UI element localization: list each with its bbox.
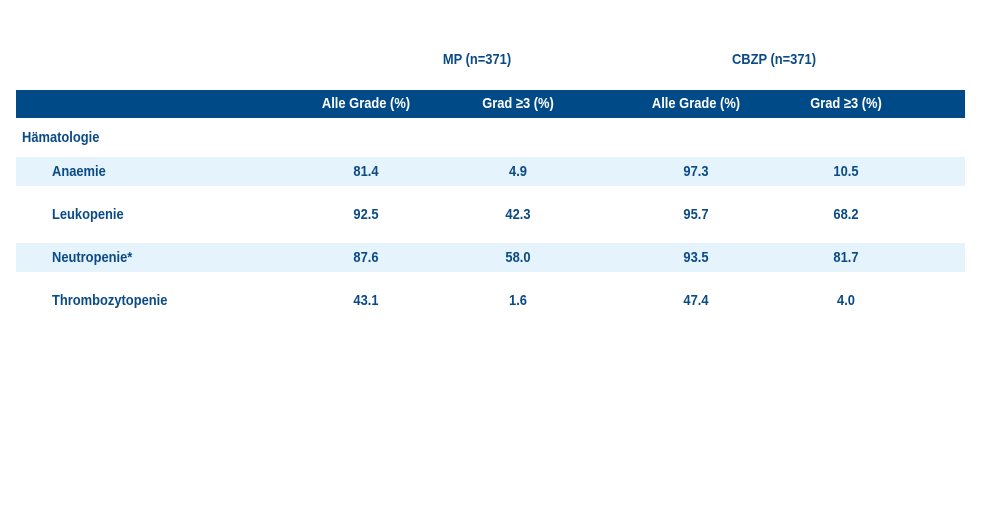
row-label: Leukopenie — [52, 206, 124, 223]
row-label: Anaemie — [52, 163, 106, 180]
group-header-cbzp: CBZP (n=371) — [731, 51, 816, 68]
section-label: Hämatologie — [22, 129, 100, 146]
table-cell: 81.7 — [833, 249, 859, 266]
table-cell: 95.7 — [683, 206, 709, 223]
table-cell: 4.0 — [837, 292, 855, 309]
row-label: Neutropenie* — [52, 249, 133, 266]
table-cell: 10.5 — [833, 163, 859, 180]
table-cell: 58.0 — [505, 249, 531, 266]
table-cell: 43.1 — [353, 292, 379, 309]
table-cell: 81.4 — [353, 163, 379, 180]
table-cell: 68.2 — [833, 206, 859, 223]
table-cell: 87.6 — [353, 249, 379, 266]
row-label: Thrombozytopenie — [52, 292, 168, 309]
column-header-bar: Alle Grade (%) Grad ≥3 (%) Alle Grade (%… — [16, 90, 965, 118]
table-row: Neutropenie* 87.6 58.0 93.5 81.7 — [16, 243, 965, 272]
column-header-mp-all-grades: Alle Grade (%) — [321, 95, 411, 112]
table-cell: 1.6 — [509, 292, 527, 309]
table-cell: 4.9 — [509, 163, 527, 180]
table-cell: 42.3 — [505, 206, 531, 223]
table-cell: 97.3 — [683, 163, 709, 180]
table-row: Leukopenie 92.5 42.3 95.7 68.2 — [16, 200, 965, 229]
column-header-cbzp-all-grades: Alle Grade (%) — [651, 95, 741, 112]
column-header-cbzp-grade3: Grad ≥3 (%) — [810, 95, 882, 112]
table-row: Thrombozytopenie 43.1 1.6 47.4 4.0 — [16, 286, 965, 315]
table-row: Anaemie 81.4 4.9 97.3 10.5 — [16, 157, 965, 186]
column-header-mp-grade3: Grad ≥3 (%) — [482, 95, 554, 112]
group-header-mp: MP (n=371) — [442, 51, 512, 68]
table-cell: 93.5 — [683, 249, 709, 266]
table-cell: 92.5 — [353, 206, 379, 223]
table-cell: 47.4 — [683, 292, 709, 309]
